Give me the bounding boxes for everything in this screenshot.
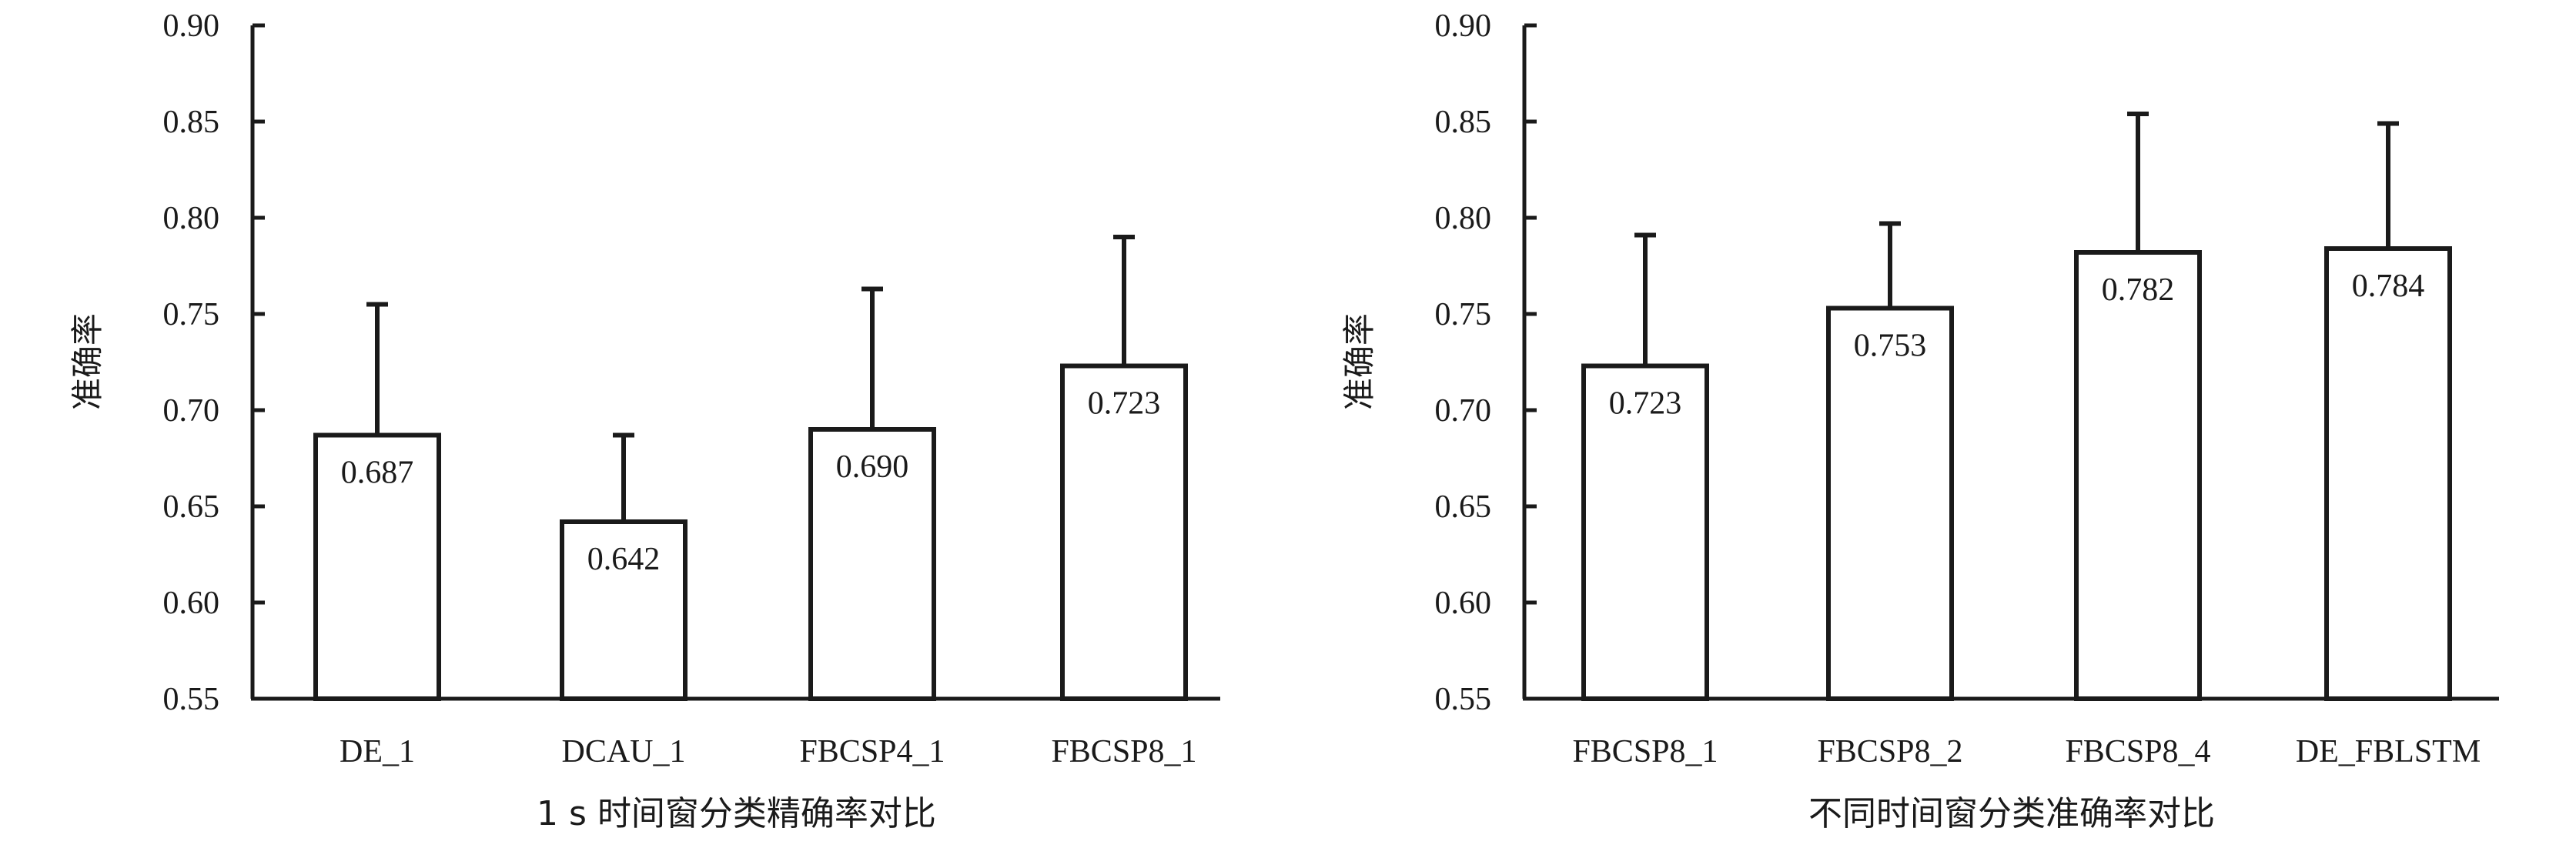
chart-panel-left: 0.55 0.60 0.65 0.70 0.75 0.80 0.85 0.90 准确率 0.687… [69,8,1220,833]
y-axis-label: 准确率 [1340,313,1378,410]
y-tick-label: 0.90 [163,8,220,44]
y-tick-label: 0.85 [1435,105,1492,140]
x-axis-title: 不同时间窗分类准确率对比 [1808,794,2215,833]
y-tick-label: 0.80 [163,201,220,236]
y-tick-label: 0.55 [1435,682,1492,717]
bar [1826,305,1954,701]
y-tick-label: 0.70 [163,393,220,429]
y-tick-label: 0.60 [1435,586,1492,621]
chart-panel-right: 0.55 0.60 0.65 0.70 0.75 0.80 0.85 0.90 准确率 0.723… [1340,8,2499,833]
bar-value-label: 0.690 [836,449,909,485]
y-tick-label: 0.90 [1435,8,1492,44]
bar [2324,246,2452,701]
x-category-label: DE_FBLSTM [2296,734,2481,770]
x-category-label: FBCSP8_1 [1572,734,1718,770]
y-tick-label: 0.75 [1435,297,1492,332]
y-tick-label: 0.65 [1435,489,1492,525]
bar-value-label: 0.784 [2352,269,2425,304]
bar-value-label: 0.723 [1088,386,1161,422]
y-axis-label: 准确率 [69,313,106,410]
y-tick-label: 0.75 [163,297,220,332]
y-tick-label: 0.85 [163,105,220,140]
x-category-label: FBCSP8_1 [1051,734,1196,770]
bar [560,519,687,701]
bar [2074,250,2202,701]
x-category-label: FBCSP8_4 [2065,734,2210,770]
y-tick-label: 0.65 [163,489,220,525]
x-category-label: FBCSP8_2 [1817,734,1962,770]
y-tick-label: 0.60 [163,586,220,621]
bar-value-label: 0.642 [587,542,661,577]
bar [1060,363,1188,701]
bar-value-label: 0.782 [2102,272,2175,308]
y-tick-label: 0.70 [1435,393,1492,429]
x-category-label: DCAU_1 [561,734,685,770]
bar-value-label: 0.753 [1854,329,1927,364]
bar-value-label: 0.723 [1609,386,1682,422]
bar [1581,363,1709,701]
x-axis-title: 1 s 时间窗分类精确率对比 [537,794,936,833]
x-category-label: FBCSP4_1 [799,734,945,770]
y-tick-label: 0.80 [1435,201,1492,236]
bar [313,432,441,701]
x-category-label: DE_1 [340,734,415,770]
bar-value-label: 0.687 [341,456,414,491]
y-tick-label: 0.55 [163,682,220,717]
bar [808,427,936,701]
